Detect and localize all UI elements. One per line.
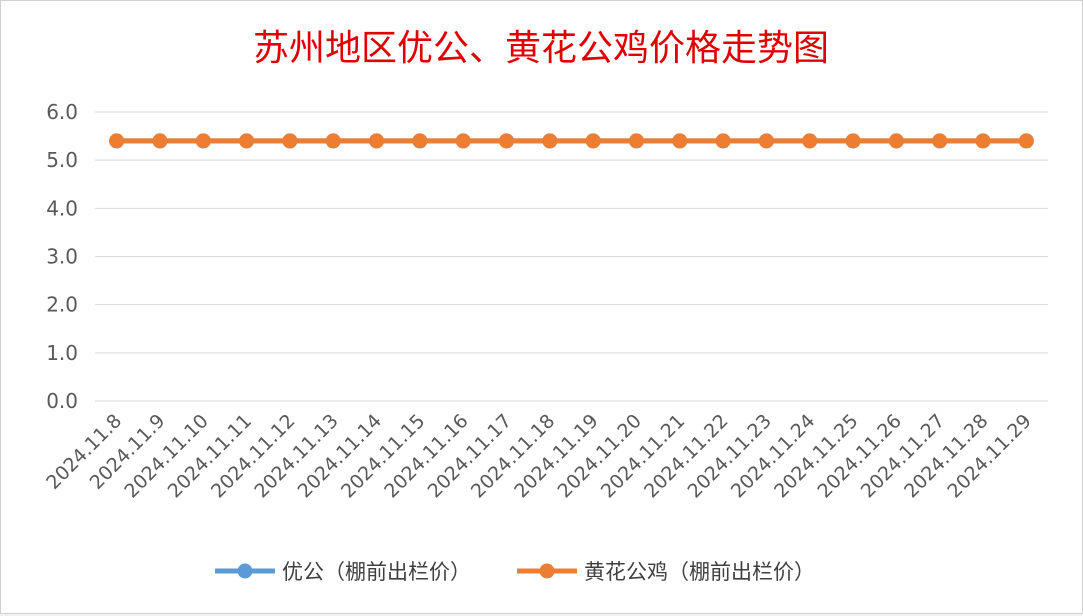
- data-point: [499, 133, 515, 149]
- chart-title: 苏州地区优公、黄花公鸡价格走势图: [253, 28, 829, 69]
- data-point: [585, 133, 601, 149]
- data-point: [672, 133, 688, 149]
- legend-item: 黄花公鸡（棚前出栏价）: [517, 560, 815, 584]
- gridlines: [95, 111, 1048, 402]
- legend-label: 优公（棚前出栏价）: [282, 560, 471, 584]
- data-point: [802, 133, 818, 149]
- series-2: [109, 133, 1034, 149]
- y-tick-label: 2.0: [46, 293, 78, 317]
- data-point: [109, 133, 125, 149]
- data-point: [628, 133, 644, 149]
- data-point: [975, 133, 991, 149]
- data-point: [932, 133, 948, 149]
- data-point: [195, 133, 211, 149]
- y-tick-label: 5.0: [46, 148, 78, 172]
- data-point: [239, 133, 255, 149]
- legend-item: 优公（棚前出栏价）: [215, 560, 471, 584]
- data-point: [888, 133, 904, 149]
- data-point: [282, 133, 298, 149]
- y-tick-label: 0.0: [46, 389, 78, 413]
- series-group: [109, 133, 1034, 149]
- legend-marker: [539, 563, 555, 579]
- data-point: [152, 133, 168, 149]
- data-point: [455, 133, 471, 149]
- y-tick-label: 3.0: [46, 245, 78, 269]
- legend-label: 黄花公鸡（棚前出栏价）: [584, 560, 815, 584]
- legend: 优公（棚前出栏价） 黄花公鸡（棚前出栏价）: [215, 560, 815, 584]
- data-point: [325, 133, 341, 149]
- y-axis: 0.0 1.0 2.0 3.0 4.0 5.0 6.0: [46, 100, 78, 413]
- y-tick-label: 6.0: [46, 100, 78, 124]
- legend-marker: [237, 563, 253, 579]
- x-axis: 2024.11.82024.11.92024.11.102024.11.1120…: [42, 410, 1036, 502]
- y-tick-label: 4.0: [46, 196, 78, 220]
- data-point: [1018, 133, 1034, 149]
- data-point: [412, 133, 428, 149]
- data-point: [758, 133, 774, 149]
- data-point: [715, 133, 731, 149]
- data-point: [542, 133, 558, 149]
- data-point: [369, 133, 385, 149]
- y-tick-label: 1.0: [46, 341, 78, 365]
- data-point: [845, 133, 861, 149]
